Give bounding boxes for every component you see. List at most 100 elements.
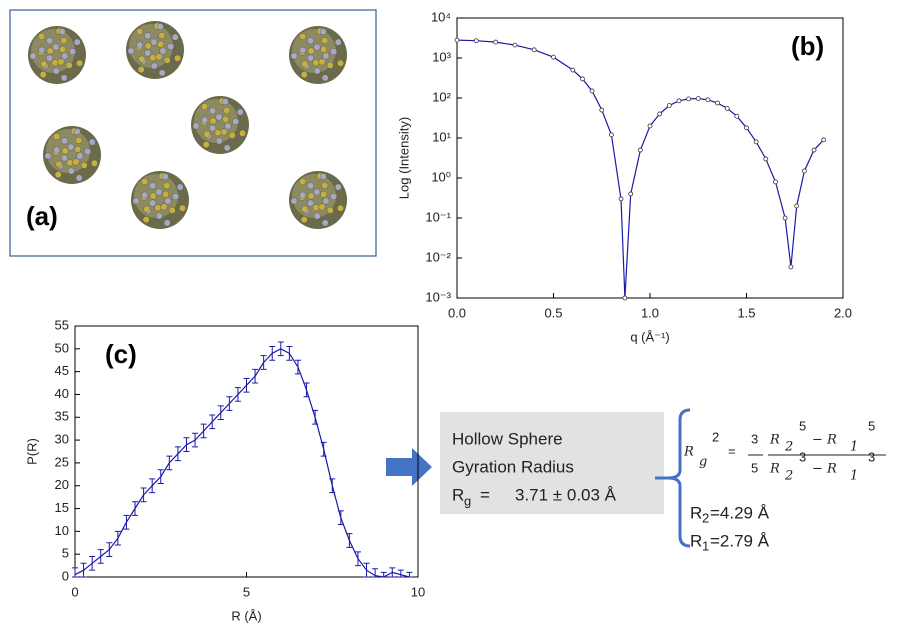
y-tick-label: 10⁻¹ (425, 209, 451, 224)
rg-symbol: R (452, 485, 464, 504)
atom (168, 206, 176, 214)
panel-label: (b) (791, 31, 824, 61)
atom (321, 182, 329, 189)
error-bar (320, 441, 327, 457)
data-point (782, 215, 788, 221)
atom (80, 161, 88, 169)
radius-symbol: R (690, 503, 702, 522)
y-tick-label: 10⁴ (431, 9, 451, 24)
atom (337, 59, 344, 67)
formula-part: 1 (850, 469, 858, 484)
atom (321, 74, 329, 82)
atom (149, 199, 157, 207)
data-point (773, 179, 778, 185)
error-bar (192, 432, 199, 448)
rg-value: 3.71 ± 0.03 Å (515, 485, 617, 504)
atom (150, 62, 158, 70)
y-tick-label: 10 (55, 523, 69, 538)
atom (326, 61, 334, 69)
error-bar (252, 368, 259, 384)
error-bar (89, 555, 96, 571)
atom (136, 28, 144, 35)
atom (209, 124, 217, 132)
plot-frame (456, 17, 844, 299)
error-bar (337, 510, 344, 526)
atom (172, 193, 180, 200)
formula-part: 5 (751, 460, 758, 475)
error-bar (97, 549, 104, 564)
rg-subscript: g (464, 493, 471, 508)
atom (141, 178, 149, 185)
atom (161, 173, 169, 180)
atom (221, 98, 229, 105)
x-tick-label: 10 (411, 584, 425, 599)
atom (72, 158, 80, 166)
atom (321, 219, 329, 227)
atom (209, 107, 217, 115)
error-bar (157, 469, 164, 484)
x-axis-label: R (Å) (231, 608, 261, 623)
atom (299, 46, 307, 54)
data-point (666, 103, 672, 108)
atom (202, 141, 210, 149)
atom (164, 197, 172, 205)
y-tick-label: 5 (62, 546, 69, 561)
atom (299, 178, 307, 185)
y-axis-label: P(R) (24, 438, 39, 465)
error-bar (209, 414, 216, 430)
y-tick-label: 45 (55, 363, 69, 378)
atom (319, 28, 327, 35)
atom (236, 108, 244, 116)
formula-part: g (699, 455, 707, 470)
atom (163, 182, 171, 189)
atom (75, 174, 83, 182)
result-line: Gyration Radius (452, 457, 574, 476)
atom (144, 32, 152, 40)
atom (61, 52, 69, 60)
error-bar (149, 478, 156, 494)
atom (73, 38, 81, 46)
data-point (589, 88, 595, 94)
atom (144, 49, 152, 57)
y-tick-label: 0 (62, 568, 69, 583)
atom (318, 58, 326, 66)
atom (91, 159, 98, 167)
error-bar (106, 542, 113, 557)
data-point (454, 37, 460, 43)
y-tick-label: 15 (55, 500, 69, 515)
error-bar (166, 455, 173, 471)
atom (203, 130, 211, 138)
atom (149, 192, 157, 200)
data-line (74, 348, 410, 578)
formula-part: R (769, 433, 780, 448)
atom (44, 152, 52, 160)
error-bar (286, 346, 293, 361)
atom (163, 56, 171, 64)
atom (300, 71, 308, 79)
data-point (622, 295, 628, 301)
atom (224, 122, 232, 130)
atom (299, 191, 307, 199)
atom (55, 160, 63, 168)
atom (214, 129, 222, 137)
radius-subscript: 1 (702, 538, 709, 553)
y-tick-label: 10³ (432, 49, 451, 64)
atom (136, 41, 144, 49)
atom (61, 137, 69, 145)
y-tick-label: 35 (55, 409, 69, 424)
atom (143, 205, 151, 213)
y-tick-label: 10⁻³ (425, 289, 451, 304)
data-point (599, 107, 605, 113)
atom (76, 152, 84, 160)
formula-part: 3 (799, 449, 806, 464)
y-tick-label: 50 (55, 340, 69, 355)
atom (162, 190, 170, 198)
atom (137, 66, 145, 74)
formula-part: 2 (712, 429, 719, 444)
atom (158, 69, 166, 77)
radius-subscript: 2 (702, 510, 709, 525)
atom (156, 23, 164, 30)
atom (38, 33, 46, 40)
atom (67, 167, 75, 175)
data-point (618, 196, 624, 202)
